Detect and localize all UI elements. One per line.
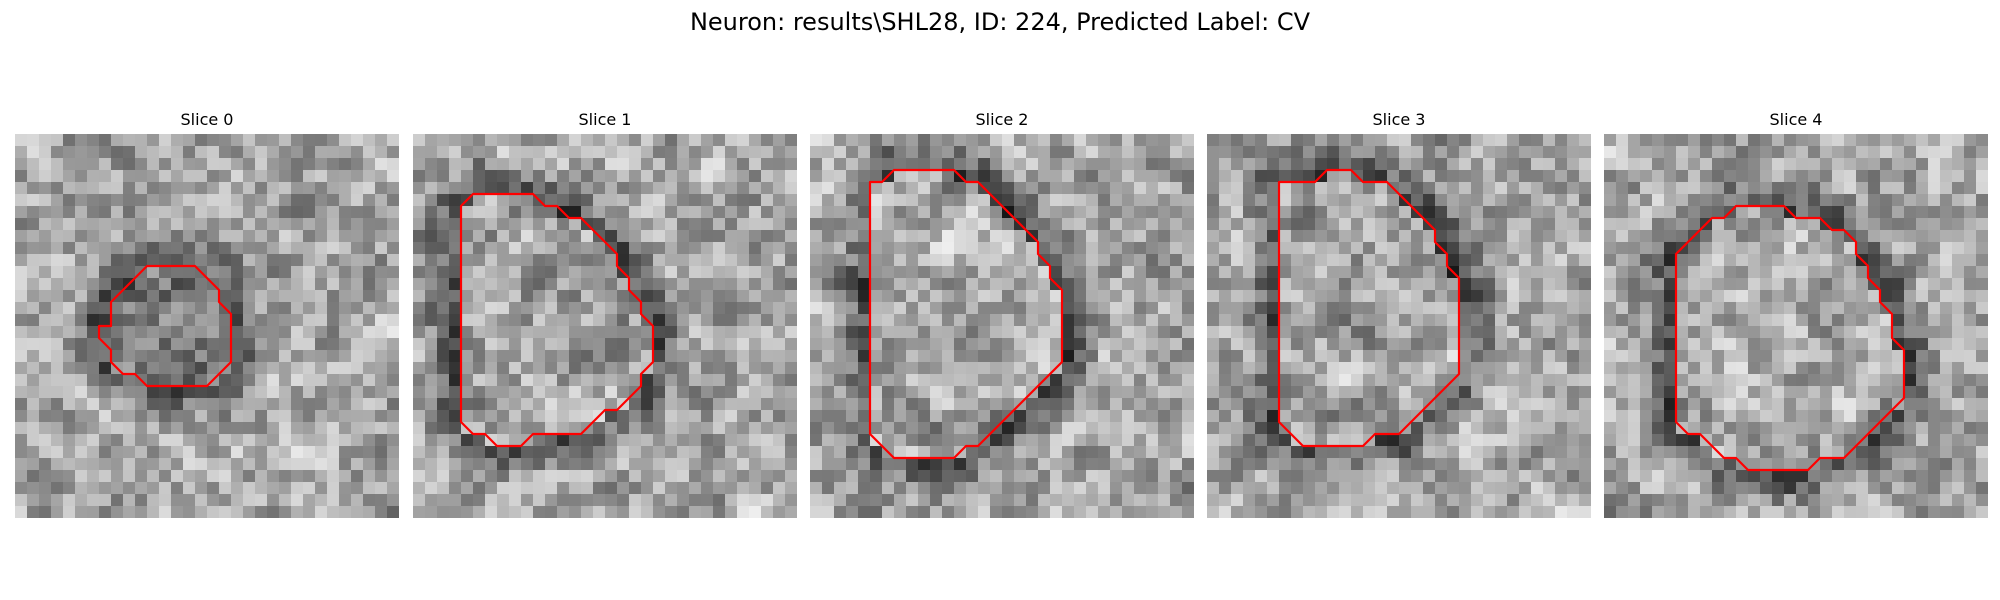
slice-title: Slice 3	[1372, 110, 1426, 129]
neuron-contour	[1604, 134, 1988, 518]
slice-panel-0: Slice 0	[15, 0, 399, 600]
slice-title: Slice 0	[180, 110, 234, 129]
neuron-contour	[413, 134, 797, 518]
figure-title: Neuron: results\SHL28, ID: 224, Predicte…	[689, 8, 1311, 36]
slice-panel-2: Slice 2	[810, 0, 1194, 600]
slice-image	[413, 134, 797, 518]
neuron-contour	[1207, 134, 1591, 518]
slice-title: Slice 2	[975, 110, 1029, 129]
neuron-contour	[810, 134, 1194, 518]
slice-panel-1: Slice 1	[413, 0, 797, 600]
slice-image	[1604, 134, 1988, 518]
slice-image	[15, 134, 399, 518]
neuron-contour	[15, 134, 399, 518]
slice-title: Slice 1	[578, 110, 632, 129]
slice-image	[1207, 134, 1591, 518]
slice-panel-3: Slice 3	[1207, 0, 1591, 600]
slice-image	[810, 134, 1194, 518]
slice-title: Slice 4	[1769, 110, 1823, 129]
slice-panel-4: Slice 4	[1604, 0, 1988, 600]
